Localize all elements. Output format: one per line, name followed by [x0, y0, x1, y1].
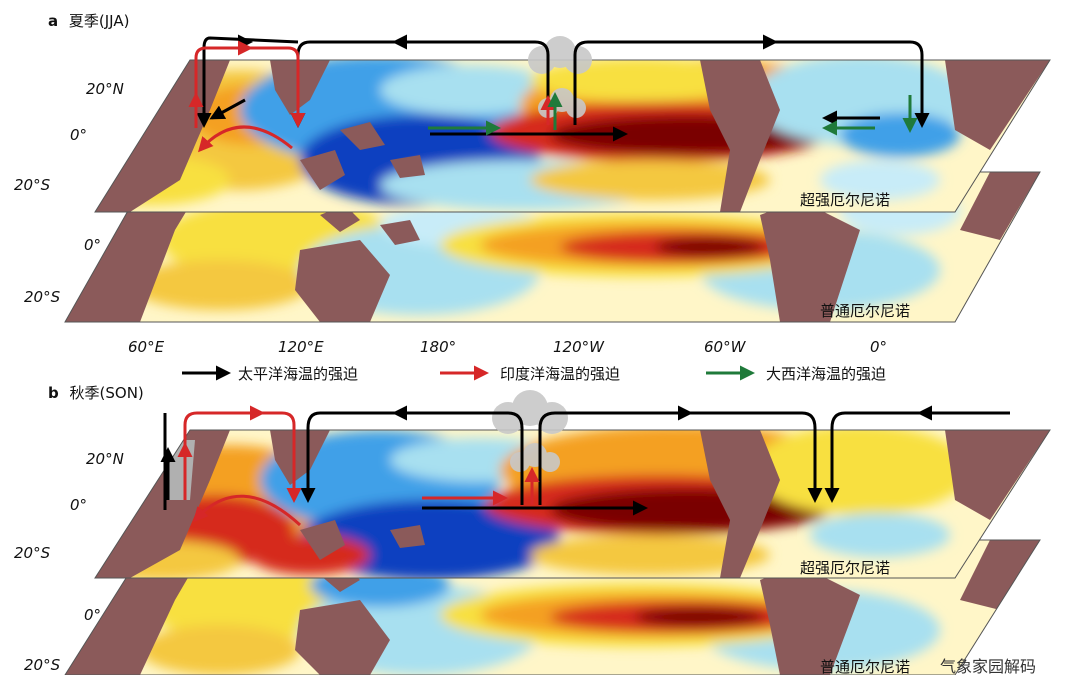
lon-label-120e: 120°E	[278, 338, 324, 356]
legend-label-indian: 印度洋海温的强迫	[500, 365, 620, 383]
lon-label-180: 180°	[420, 338, 456, 356]
panel-b-super-map	[95, 430, 1050, 578]
panel-b-pacific-forcing-arrows	[160, 405, 1010, 516]
panel-b-bottom-lat-20s: 20°S	[24, 656, 61, 674]
panel-b-bottom-map-label: 普通厄尔尼诺	[820, 658, 910, 675]
legend-label-atlantic: 大西洋海温的强迫	[766, 365, 886, 383]
panel-a: a 夏季(JJA)	[14, 12, 1051, 323]
panel-b-top-lat-20n: 20°N	[86, 450, 124, 468]
panel-b-bottom-lat-0: 0°	[84, 606, 101, 624]
lon-label-120w: 120°W	[553, 338, 605, 356]
panel-b: b 秋季(SON)	[14, 384, 1051, 675]
legend-label-pacific: 太平洋海温的强迫	[238, 365, 358, 383]
svg-text:a 夏季(JJA): a 夏季(JJA)	[48, 12, 129, 30]
panel-a-pacific-forcing-arrows	[196, 34, 930, 142]
legend-item-atlantic: 大西洋海温的强迫	[706, 365, 886, 383]
lon-label-60w: 60°W	[704, 338, 747, 356]
legend: 太平洋海温的强迫 印度洋海温的强迫 大西洋海温的强迫	[182, 365, 886, 383]
panel-b-top-lat-0: 0°	[70, 496, 87, 514]
watermark: 气象家园解码	[940, 657, 1036, 675]
lon-label-60e: 60°E	[128, 338, 165, 356]
panel-b-top-map-label: 超强厄尔尼诺	[800, 559, 890, 577]
longitude-axis: 60°E 120°E 180° 120°W 60°W 0°	[128, 338, 887, 356]
panel-a-bottom-map-label: 普通厄尔尼诺	[820, 302, 910, 320]
panel-b-letter: b	[48, 384, 59, 402]
panel-b-season: 秋季(SON)	[70, 384, 144, 402]
panel-b-top-lat-20s: 20°S	[14, 544, 51, 562]
panel-b-indian-forcing-arrows	[177, 405, 540, 527]
legend-item-indian: 印度洋海温的强迫	[440, 365, 620, 383]
panel-a-season: 夏季(JJA)	[69, 12, 130, 30]
panel-a-top-map-label: 超强厄尔尼诺	[800, 191, 890, 209]
panel-a-letter: a	[48, 12, 58, 30]
panel-a-top-lat-20s: 20°S	[14, 176, 51, 194]
panel-a-super-map	[95, 60, 1050, 212]
panel-a-top-lat-0: 0°	[70, 126, 87, 144]
lon-label-0: 0°	[870, 338, 887, 356]
panel-a-atlantic-forcing-arrows	[428, 92, 918, 136]
panel-a-top-lat-20n: 20°N	[86, 80, 124, 98]
legend-item-pacific: 太平洋海温的强迫	[182, 365, 358, 383]
panel-a-bottom-lat-0: 0°	[84, 236, 101, 254]
svg-text:b 秋季(SON): b 秋季(SON)	[48, 384, 144, 402]
panel-a-bottom-lat-20s: 20°S	[24, 288, 61, 306]
